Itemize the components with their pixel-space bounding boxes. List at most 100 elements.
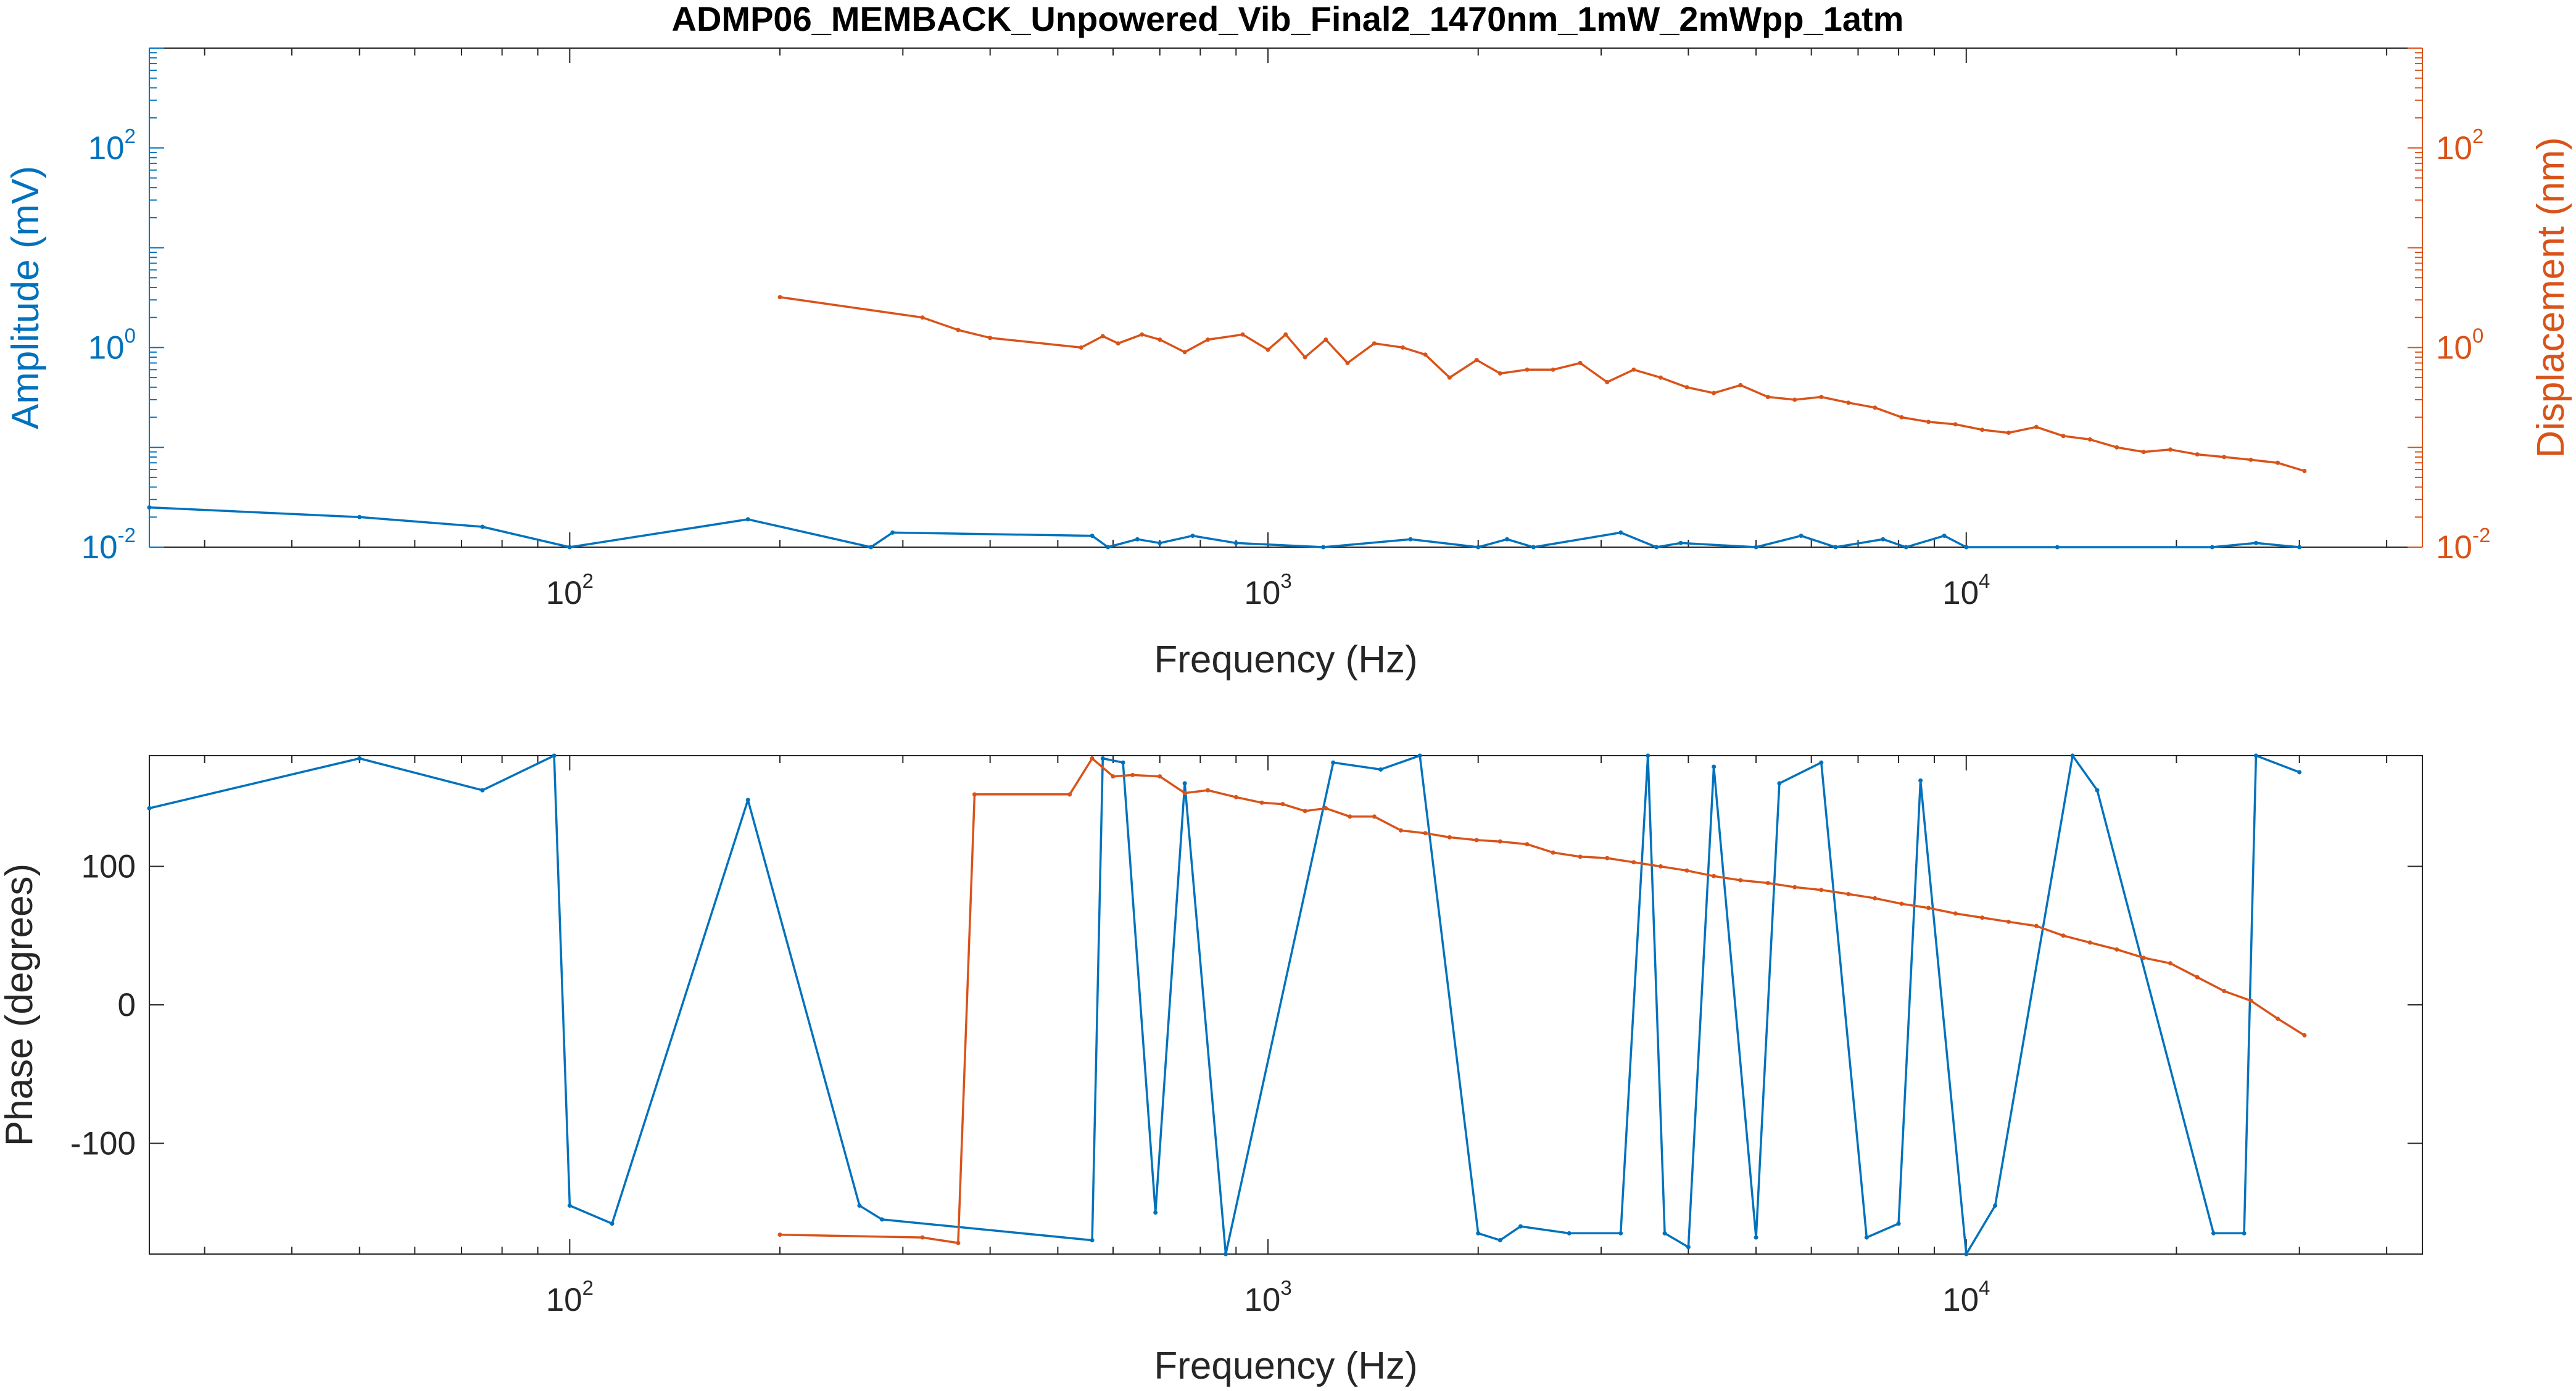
displacement-point xyxy=(1140,332,1145,337)
phase-point-orange xyxy=(1819,888,1824,893)
displacement-point xyxy=(1819,394,1824,399)
phase-point-orange xyxy=(1233,795,1238,799)
amplitude-point xyxy=(1408,537,1413,542)
displacement-point xyxy=(1206,337,1211,342)
phase-point-blue xyxy=(1993,1203,1998,1208)
x-tick-label-exponent: 3 xyxy=(1280,1276,1291,1299)
x-tick-label: 104 xyxy=(1942,569,1990,611)
y-tick-label-right-base: 10 xyxy=(2436,529,2472,566)
displacement-point xyxy=(2248,457,2253,462)
y-tick-label-left-base: 10 xyxy=(88,329,125,366)
phase-point-orange xyxy=(2195,975,2200,980)
x-tick-label-exponent: 4 xyxy=(1979,569,1990,592)
amplitude-point xyxy=(480,524,485,529)
phase-point-orange xyxy=(1206,788,1211,793)
phase-point-orange xyxy=(2222,989,2227,994)
phase-point-blue xyxy=(480,788,485,793)
amplitude-point xyxy=(1833,545,1838,550)
displacement-point xyxy=(2087,437,2092,442)
amplitude-point xyxy=(1106,545,1111,550)
phase-point-orange xyxy=(2302,1033,2307,1038)
displacement-point xyxy=(1792,397,1797,402)
phase-point-orange xyxy=(956,1240,961,1245)
amplitude-point xyxy=(1135,537,1140,542)
x-tick-label-base: 10 xyxy=(1244,575,1280,611)
displacement-point xyxy=(2195,452,2200,457)
displacement-point xyxy=(2141,450,2146,455)
x-tick-label-base: 10 xyxy=(546,1282,582,1318)
displacement-point xyxy=(1116,341,1120,346)
phase-point-orange xyxy=(1684,868,1689,873)
y-tick-label-right: 10-2 xyxy=(2436,524,2490,566)
y-tick-label: 0 xyxy=(118,987,136,1023)
amplitude-point xyxy=(1190,534,1195,539)
y-tick-label-left: 100 xyxy=(88,324,136,366)
phase-point-blue xyxy=(1864,1235,1869,1240)
displacement-point xyxy=(1899,415,1904,419)
displacement-point xyxy=(1401,345,1406,350)
x-tick-label: 102 xyxy=(546,1276,594,1318)
phase-point-blue xyxy=(1153,1210,1158,1215)
phase-point-orange xyxy=(1926,906,1931,910)
phase-point-blue xyxy=(1182,781,1187,786)
phase-point-orange xyxy=(1980,915,1985,920)
amplitude-point xyxy=(1678,540,1683,545)
y-tick-label-left-exponent: -2 xyxy=(118,524,136,547)
phase-point-blue xyxy=(1819,760,1824,765)
phase-point-blue xyxy=(1686,1245,1691,1250)
displacement-point xyxy=(1684,385,1689,390)
displacement-point xyxy=(1182,350,1187,355)
phase-point-orange xyxy=(1873,896,1878,901)
displacement-point xyxy=(2061,434,2066,439)
amplitude-point xyxy=(745,517,750,522)
y-tick-label-left-base: 10 xyxy=(81,529,118,566)
phase-point-blue xyxy=(357,756,362,761)
phase-point-orange xyxy=(2006,919,2011,924)
phase-point-orange xyxy=(1323,806,1328,811)
displacement-point xyxy=(1605,380,1610,385)
phase-point-orange xyxy=(2141,956,2146,960)
phase-point-blue xyxy=(1497,1238,1502,1243)
amplitude-point xyxy=(1090,534,1095,539)
phase-point-blue xyxy=(1331,760,1336,765)
y-tick-label-right-exponent: -2 xyxy=(2472,524,2490,547)
displacement-point xyxy=(1423,352,1428,357)
y-tick-label-right-base: 10 xyxy=(2436,329,2472,366)
displacement-point xyxy=(1283,332,1288,337)
x-tick-label: 103 xyxy=(1244,1276,1291,1318)
amplitude-point xyxy=(1903,545,1908,550)
x-tick-label-exponent: 2 xyxy=(582,569,594,592)
phase-point-orange xyxy=(1182,791,1187,796)
phase-point-orange xyxy=(1398,828,1403,833)
amplitude-point xyxy=(1505,537,1510,542)
y-tick-label-right: 100 xyxy=(2436,324,2483,366)
phase-point-blue xyxy=(1567,1231,1572,1236)
phase-point-orange xyxy=(1348,814,1352,819)
phase-point-orange xyxy=(777,1232,782,1237)
phase-point-orange xyxy=(1423,831,1428,836)
displacement-point xyxy=(988,336,993,341)
phase-point-orange xyxy=(2276,1016,2280,1021)
displacement-point xyxy=(2168,447,2173,452)
phase-point-orange xyxy=(2168,961,2173,966)
phase-point-orange xyxy=(1578,854,1583,859)
phase-point-orange xyxy=(1605,856,1610,861)
phase-point-blue xyxy=(552,753,557,758)
phase-point-orange xyxy=(1090,756,1095,761)
displacement-point xyxy=(1372,341,1377,346)
phase-point-orange xyxy=(2034,923,2039,928)
displacement-point xyxy=(2222,455,2227,460)
displacement-point xyxy=(2276,460,2280,465)
displacement-point xyxy=(777,295,782,300)
phase-point-blue xyxy=(610,1221,615,1226)
displacement-point xyxy=(1079,345,1083,350)
y-axis-label-right: Displacement (nm) xyxy=(2530,137,2572,458)
amplitude-point xyxy=(1618,530,1623,535)
phase-point-blue xyxy=(1090,1238,1095,1243)
phase-point-orange xyxy=(1738,878,1743,883)
phase-point-orange xyxy=(1111,774,1116,779)
y-tick-label-left-base: 10 xyxy=(88,130,125,167)
displacement-point xyxy=(1158,337,1162,342)
